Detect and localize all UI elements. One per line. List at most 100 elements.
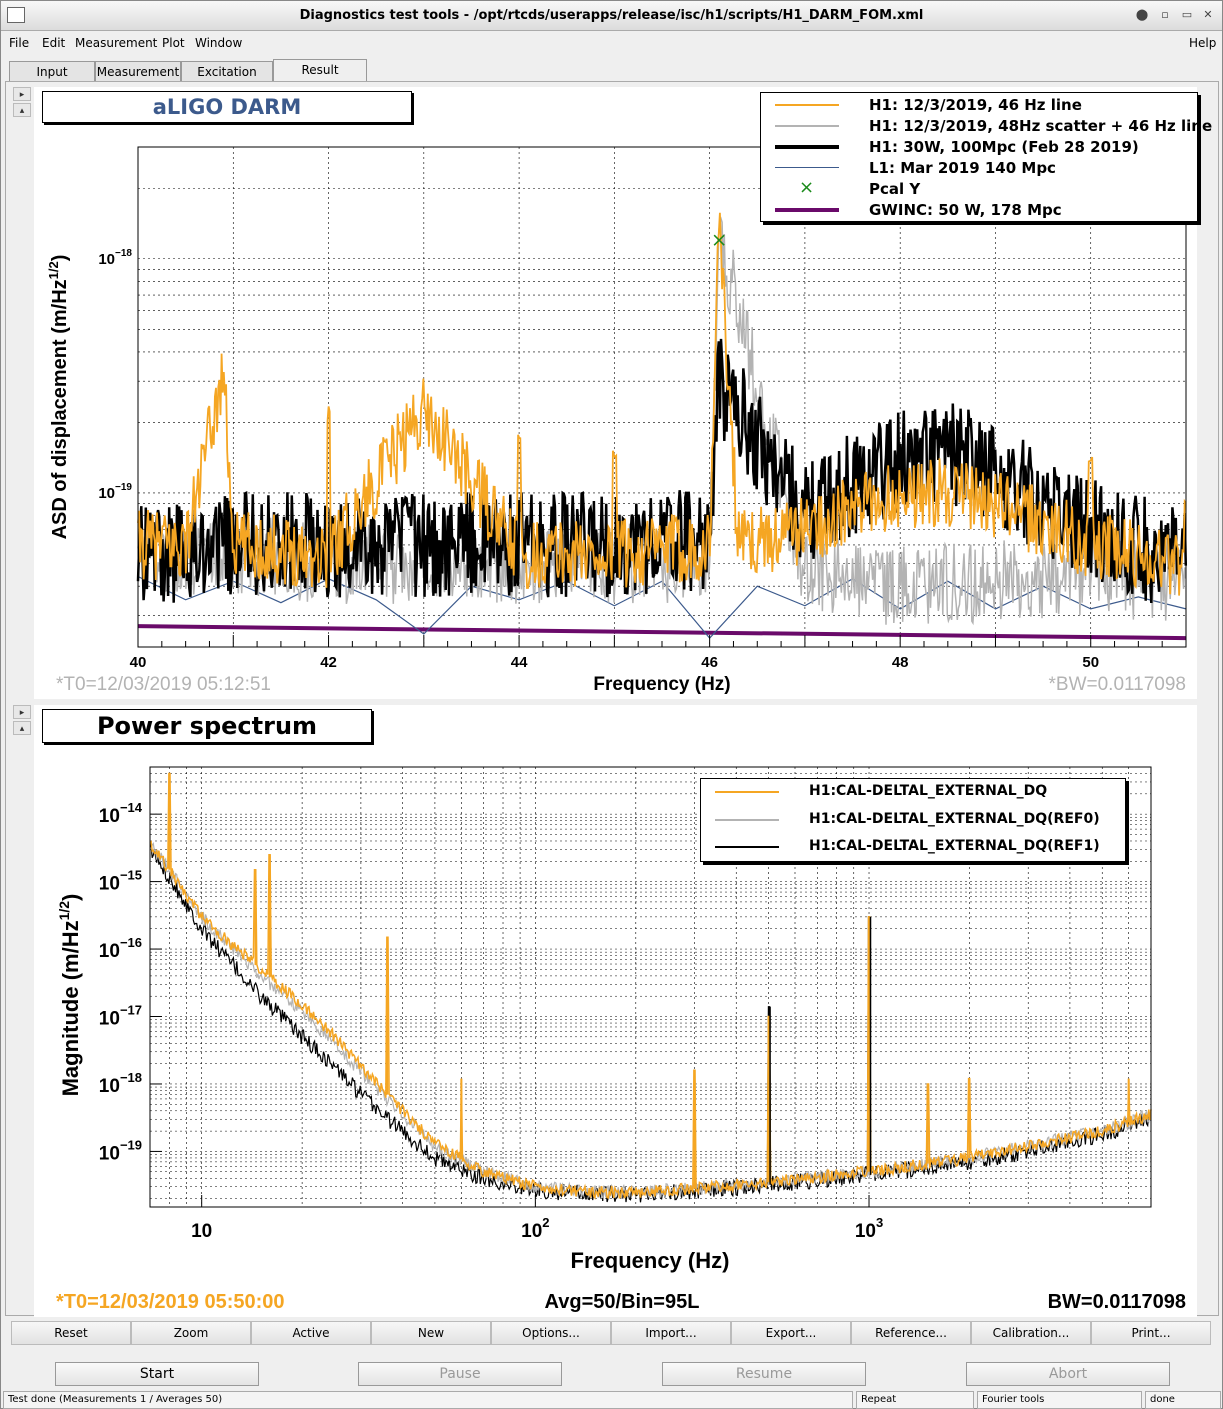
y-tick-label: 10−14 bbox=[99, 800, 143, 827]
status-fourier: Fourier tools bbox=[977, 1391, 1142, 1409]
zoom-button[interactable]: Zoom bbox=[131, 1321, 251, 1345]
ps-y-label: Magnitude (m/Hz1/2) bbox=[56, 894, 83, 1097]
darm-y-label: ASD of displacement (m/Hz1/2) bbox=[46, 255, 71, 540]
menu-help[interactable]: Help bbox=[1189, 36, 1217, 50]
ps-avg: Avg=50/Bin=95L bbox=[545, 1291, 700, 1313]
darm-y-ticks: 10−18 10−19 bbox=[98, 248, 132, 502]
ps-legend: H1:CAL-DELTAL_EXTERNAL_DQ H1:CAL-DELTAL_… bbox=[700, 778, 1126, 862]
close-icon[interactable]: ✕ bbox=[1203, 8, 1213, 21]
darm-t0: *T0=12/03/2019 05:12:51 bbox=[56, 674, 271, 695]
x-tick-label: 102 bbox=[521, 1215, 549, 1242]
legend-entry: GWINC: 50 W, 178 Mpc bbox=[761, 200, 1197, 221]
legend-marker: × bbox=[799, 177, 815, 198]
darm-series bbox=[136, 212, 1188, 641]
darm-plot: 40 42 44 46 48 50 10−18 10−19 Frequency (Hz) A… bbox=[46, 146, 1188, 695]
menu-measurement[interactable]: Measurement bbox=[75, 36, 158, 50]
ps-series bbox=[149, 772, 1152, 1203]
menu-bar: File Edit Measurement Plot Window Help bbox=[1, 32, 1222, 54]
legend-entry: × Pcal Y bbox=[761, 177, 1197, 200]
darm-legend: H1: 12/3/2019, 46 Hz line H1: 12/3/2019,… bbox=[760, 92, 1212, 222]
h1-30w-line bbox=[136, 338, 1188, 604]
ps-y-ticks: 10−14 10−15 10−16 10−17 10−18 10−19 bbox=[99, 800, 162, 1164]
reset-button[interactable]: Reset bbox=[11, 1321, 131, 1345]
x-tick-label: 42 bbox=[320, 654, 337, 671]
ps-frame bbox=[149, 766, 1152, 1208]
new-button[interactable]: New bbox=[371, 1321, 491, 1345]
pcal-marker bbox=[713, 234, 725, 246]
legend-swatch bbox=[775, 208, 839, 212]
x-tick-label: 48 bbox=[892, 654, 909, 671]
live-line bbox=[149, 772, 1152, 1200]
options-button[interactable]: Options... bbox=[491, 1321, 611, 1345]
status-message: Test done (Measurements 1 / Averages 50) bbox=[3, 1391, 853, 1409]
y-tick-label: 10−16 bbox=[99, 935, 142, 962]
power-spectrum-plot: 10 102 103 10−1410−1510−1610−1710−1810−19 … bbox=[56, 766, 1186, 1313]
h1-46hz-line bbox=[137, 212, 1187, 596]
import-button[interactable]: Import... bbox=[611, 1321, 731, 1345]
window-title: Diagnostics test tools - /opt/rtcds/user… bbox=[299, 8, 924, 23]
x-tick-label: 40 bbox=[130, 654, 147, 671]
menu-icon[interactable]: ⬤ bbox=[1135, 8, 1149, 21]
menu-file[interactable]: File bbox=[9, 36, 30, 50]
ref1-line bbox=[149, 842, 1152, 1203]
legend-label: GWINC: 50 W, 178 Mpc bbox=[869, 201, 1062, 219]
pause-button[interactable]: Pause bbox=[358, 1362, 562, 1386]
export-button[interactable]: Export... bbox=[731, 1321, 851, 1345]
y-tick-label: 10−19 bbox=[98, 482, 132, 502]
ps-bw: BW=0.0117098 bbox=[1048, 1291, 1186, 1313]
title-bar: Diagnostics test tools - /opt/rtcds/user… bbox=[1, 1, 1222, 31]
gwinc-line bbox=[137, 624, 1187, 641]
reference-button[interactable]: Reference... bbox=[851, 1321, 971, 1345]
minimize-icon[interactable]: ▫ bbox=[1161, 8, 1169, 21]
menu-window[interactable]: Window bbox=[195, 36, 243, 50]
start-button[interactable]: Start bbox=[55, 1362, 259, 1386]
legend-label: H1: 12/3/2019, 48Hz scatter + 46 Hz line bbox=[869, 117, 1213, 135]
legend-entry: H1:CAL-DELTAL_EXTERNAL_DQ(REF1) bbox=[701, 837, 1125, 858]
pad1-collapse-icon[interactable]: ▴ bbox=[13, 103, 31, 117]
x-tick-label: 10 bbox=[191, 1221, 212, 1242]
legend-swatch bbox=[715, 819, 779, 821]
active-button[interactable]: Active bbox=[251, 1321, 371, 1345]
legend-entry: H1: 12/3/2019, 46 Hz line bbox=[761, 95, 1197, 116]
tab-input[interactable]: Input bbox=[9, 61, 95, 81]
legend-entry: H1: 30W, 100Mpc (Feb 28 2019) bbox=[761, 137, 1197, 158]
status-repeat: Repeat bbox=[856, 1391, 974, 1409]
calibration-button[interactable]: Calibration... bbox=[971, 1321, 1091, 1345]
menu-edit[interactable]: Edit bbox=[42, 36, 66, 50]
legend-label: H1:CAL-DELTAL_EXTERNAL_DQ(REF0) bbox=[809, 811, 1100, 827]
pad2-collapse-icon[interactable]: ▴ bbox=[13, 721, 31, 735]
legend-entry: L1: Mar 2019 140 Mpc bbox=[761, 158, 1197, 179]
status-state: done bbox=[1145, 1391, 1221, 1409]
x-tick-label: 50 bbox=[1082, 654, 1099, 671]
ps-t0: *T0=12/03/2019 05:50:00 bbox=[56, 1291, 285, 1313]
legend-label: H1:CAL-DELTAL_EXTERNAL_DQ bbox=[809, 783, 1048, 799]
legend-label: Pcal Y bbox=[869, 180, 921, 198]
ps-grid bbox=[149, 766, 1152, 1207]
darm-bw: *BW=0.0117098 bbox=[1049, 674, 1187, 695]
darm-x-label: Frequency (Hz) bbox=[593, 674, 730, 695]
y-tick-label: 10−18 bbox=[98, 248, 132, 268]
tab-excitation[interactable]: Excitation bbox=[181, 61, 273, 81]
darm-x-ticks: 40 42 44 46 48 50 bbox=[130, 635, 1187, 671]
legend-swatch bbox=[775, 167, 839, 168]
pad1-expand-icon[interactable]: ▸ bbox=[13, 87, 31, 101]
y-tick-label: 10−18 bbox=[99, 1070, 142, 1097]
tab-measurement[interactable]: Measurement bbox=[95, 61, 181, 81]
tab-result[interactable]: Result bbox=[273, 59, 367, 81]
maximize-icon[interactable]: ▭ bbox=[1181, 8, 1193, 21]
resume-button[interactable]: Resume bbox=[662, 1362, 866, 1386]
legend-label: H1: 30W, 100Mpc (Feb 28 2019) bbox=[869, 138, 1139, 156]
darm-title: aLIGO DARM bbox=[42, 91, 412, 123]
print-button[interactable]: Print... bbox=[1091, 1321, 1211, 1345]
x-tick-label: 103 bbox=[855, 1215, 883, 1242]
power-spectrum-pad[interactable]: 10 102 103 10−14 10−15 10−16 10−17 10−18 10−19 … bbox=[34, 705, 1197, 1317]
pad2-expand-icon[interactable]: ▸ bbox=[13, 705, 31, 719]
darm-plot-pad[interactable]: 40 42 44 46 48 50 10−18 10−19 Frequency (Hz) A… bbox=[34, 87, 1212, 699]
app-icon bbox=[7, 7, 25, 23]
legend-swatch bbox=[775, 104, 839, 106]
legend-swatch bbox=[775, 125, 839, 127]
legend-label: H1: 12/3/2019, 46 Hz line bbox=[869, 96, 1082, 114]
abort-button[interactable]: Abort bbox=[966, 1362, 1170, 1386]
menu-plot[interactable]: Plot bbox=[162, 36, 185, 50]
legend-swatch bbox=[715, 791, 779, 793]
